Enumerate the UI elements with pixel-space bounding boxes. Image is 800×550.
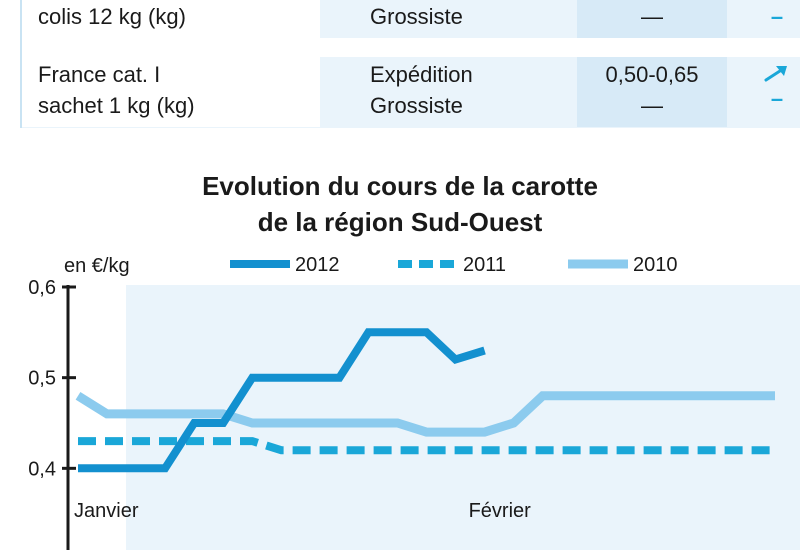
y-tick-label: 0,5 bbox=[28, 368, 56, 390]
trend-cell: – bbox=[752, 57, 800, 127]
y-axis-label: en €/kg bbox=[64, 255, 130, 277]
stage-cell: Expédition Grossiste bbox=[368, 57, 570, 127]
table-row: colis 12 kg (kg) Grossiste — – bbox=[22, 0, 800, 38]
stage-cell: Grossiste bbox=[368, 0, 570, 38]
product-line: colis 12 kg (kg) bbox=[38, 4, 186, 29]
stage-line: Expédition bbox=[370, 62, 473, 87]
series-line-2011 bbox=[78, 437, 775, 455]
tick-layer: 0,60,50,40,3JanvierFévrieren €/kg bbox=[28, 255, 531, 550]
legend-label-2010: 2010 bbox=[633, 254, 678, 276]
price-cell: 0,50-0,65 — bbox=[577, 57, 727, 127]
series-layer bbox=[75, 328, 775, 473]
stage-line: Grossiste bbox=[370, 4, 463, 29]
y-tick-label: 0,6 bbox=[28, 277, 56, 299]
series-line-2012 bbox=[78, 328, 486, 473]
row-divider bbox=[22, 38, 800, 57]
chart-title-line: de la région Sud-Ouest bbox=[257, 207, 543, 237]
legend-label-2012: 2012 bbox=[295, 254, 340, 276]
arrow-up-right-icon bbox=[764, 66, 787, 82]
price-line: — bbox=[641, 93, 663, 118]
product-cell: colis 12 kg (kg) bbox=[22, 0, 320, 38]
product-cell: France cat. I sachet 1 kg (kg) bbox=[22, 57, 320, 127]
price-cell: — bbox=[577, 0, 727, 38]
trend-line: – bbox=[770, 86, 784, 111]
stage-line: Grossiste bbox=[370, 93, 463, 118]
product-line: France cat. I bbox=[38, 62, 161, 87]
legend: 2012 2011 2010 bbox=[230, 254, 678, 276]
legend-label-2011: 2011 bbox=[463, 254, 506, 276]
trend-cell: – bbox=[752, 0, 800, 38]
price-line: — bbox=[641, 4, 663, 29]
price-line: 0,50-0,65 bbox=[605, 62, 699, 87]
x-tick-label: Janvier bbox=[74, 500, 139, 522]
series-line-2010 bbox=[75, 391, 775, 437]
trend-line: – bbox=[770, 4, 784, 29]
x-tick-label: Février bbox=[469, 500, 532, 522]
product-line: sachet 1 kg (kg) bbox=[38, 93, 195, 118]
chart-title-line: Evolution du cours de la carotte bbox=[202, 171, 598, 201]
y-tick-label: 0,4 bbox=[28, 458, 56, 480]
chart-title: Evolution du cours de la carotte de la r… bbox=[0, 168, 800, 240]
price-table: colis 12 kg (kg) Grossiste — – France ca… bbox=[20, 0, 800, 128]
table-row: France cat. I sachet 1 kg (kg) Expéditio… bbox=[22, 57, 800, 127]
